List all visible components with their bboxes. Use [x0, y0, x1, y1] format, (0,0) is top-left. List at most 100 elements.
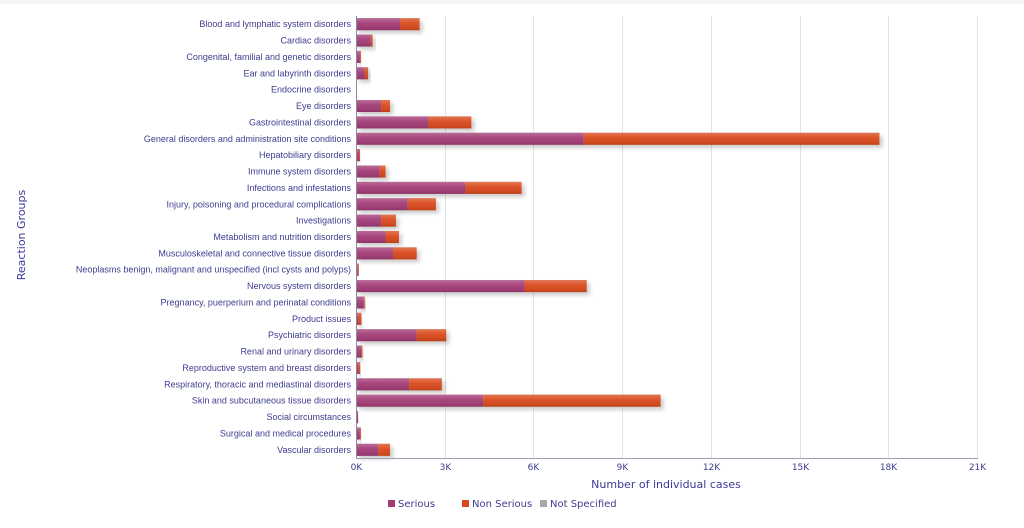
- bar-row: [356, 132, 880, 145]
- x-tick-label: 6K: [528, 463, 541, 473]
- bar-gloss: [356, 296, 365, 309]
- bar-row: [356, 329, 447, 342]
- bar-row: [356, 427, 361, 440]
- bar-row: [356, 345, 363, 358]
- x-tick-label: 21K: [969, 463, 987, 473]
- bar-gloss: [356, 345, 362, 358]
- bar-row: [356, 198, 436, 211]
- bar-gloss: [356, 280, 587, 293]
- bar-gloss: [356, 165, 386, 178]
- bar-row: [356, 181, 522, 194]
- axes: [356, 16, 978, 459]
- category-label: Gastrointestinal disorders: [249, 117, 352, 127]
- bar-row: [356, 214, 396, 227]
- legend-label: Serious: [398, 499, 435, 510]
- top-bar: [0, 0, 1024, 4]
- bar-gloss: [356, 411, 359, 424]
- x-tick-label: 18K: [880, 463, 898, 473]
- x-tick-label: 15K: [792, 463, 810, 473]
- category-label: Blood and lymphatic system disorders: [199, 19, 351, 29]
- bar-row: [356, 50, 361, 63]
- legend-item[interactable]: Serious: [388, 499, 435, 510]
- bar-gloss: [356, 198, 436, 211]
- x-tick-label: 9K: [617, 463, 630, 473]
- category-label: Psychiatric disorders: [268, 330, 352, 340]
- bar-gloss: [356, 247, 417, 260]
- bar-gloss: [356, 67, 369, 80]
- gridlines: [445, 16, 978, 458]
- bar-gloss: [356, 50, 361, 63]
- legend-swatch: [540, 500, 547, 507]
- bar-gloss: [356, 214, 396, 227]
- bar-gloss: [356, 329, 447, 342]
- bar-row: [356, 296, 365, 309]
- bar-gloss: [356, 181, 522, 194]
- bar-gloss: [356, 427, 361, 440]
- bar-gloss: [356, 312, 362, 325]
- category-label: Injury, poisoning and procedural complic…: [167, 199, 352, 209]
- bar-gloss: [356, 34, 373, 47]
- bar-gloss: [356, 18, 420, 31]
- category-label: Product issues: [292, 314, 352, 324]
- category-label: Skin and subcutaneous tissue disorders: [192, 396, 352, 406]
- category-label: Neoplasms benign, malignant and unspecif…: [76, 265, 351, 275]
- category-label: Metabolism and nutrition disorders: [213, 232, 351, 242]
- bar-gloss: [356, 116, 472, 129]
- category-label: Renal and urinary disorders: [240, 347, 351, 357]
- category-label: Immune system disorders: [248, 167, 352, 177]
- bar-gloss: [356, 361, 361, 374]
- x-tick-label: 0K: [351, 463, 364, 473]
- category-label: Infections and infestations: [247, 183, 352, 193]
- bar-gloss: [356, 231, 399, 243]
- bar-gloss: [356, 100, 391, 113]
- category-label: Investigations: [296, 216, 352, 226]
- category-label: Musculoskeletal and connective tissue di…: [158, 248, 351, 258]
- bar-row: [356, 231, 399, 243]
- bar-row: [356, 100, 391, 113]
- category-label: Cardiac disorders: [280, 36, 351, 46]
- bar-row: [356, 34, 373, 47]
- x-axis-title: Number of individual cases: [591, 478, 741, 491]
- bar-row: [356, 394, 661, 407]
- legend-label: Non Serious: [472, 499, 532, 510]
- category-label: Eye disorders: [296, 101, 352, 111]
- y-axis-title: Reaction Groups: [15, 189, 28, 280]
- category-label: General disorders and administration sit…: [144, 134, 352, 144]
- legend-item[interactable]: Not Specified: [540, 499, 617, 510]
- bar-row: [356, 443, 391, 456]
- x-tick-label: 3K: [440, 463, 453, 473]
- category-label: Endocrine disorders: [271, 85, 352, 95]
- x-tick-labels: 0K 3K 6K 9K 12K 15K 18K 21K: [351, 463, 988, 473]
- bar-gloss: [356, 378, 442, 391]
- category-label: Nervous system disorders: [247, 281, 352, 291]
- bar-gloss: [356, 394, 661, 407]
- x-tick-label: 12K: [703, 463, 721, 473]
- category-label: Social circumstances: [266, 412, 351, 422]
- bar-row: [356, 378, 442, 391]
- category-label: Surgical and medical procedures: [220, 428, 352, 438]
- bar-row: [356, 165, 386, 178]
- category-labels: Blood and lymphatic system disorders Card…: [76, 19, 352, 455]
- bar-row: [356, 116, 472, 129]
- category-label: Pregnancy, puerperium and perinatal cond…: [161, 297, 352, 307]
- category-label: Respiratory, thoracic and mediastinal di…: [164, 379, 351, 389]
- legend-item[interactable]: Non Serious: [462, 499, 532, 510]
- bar-row: [356, 67, 369, 80]
- legend-label: Not Specified: [550, 499, 617, 510]
- legend-swatch: [388, 500, 395, 507]
- bar-gloss: [356, 443, 391, 456]
- bar-segment-non-serious[interactable]: [357, 263, 359, 276]
- bar-row: [356, 18, 420, 31]
- bar-row: [356, 411, 359, 424]
- category-label: Ear and labyrinth disorders: [243, 68, 351, 78]
- bars-group: [356, 18, 880, 456]
- bar-row: [356, 280, 587, 293]
- bar-gloss: [356, 149, 360, 162]
- category-label: Reproductive system and breast disorders: [182, 363, 351, 373]
- legend-swatch: [462, 500, 469, 507]
- bar-row: [356, 312, 362, 325]
- category-label: Hepatobiliary disorders: [259, 150, 352, 160]
- bar-gloss: [356, 263, 359, 276]
- legend: Serious Non Serious Not Specified: [388, 499, 617, 510]
